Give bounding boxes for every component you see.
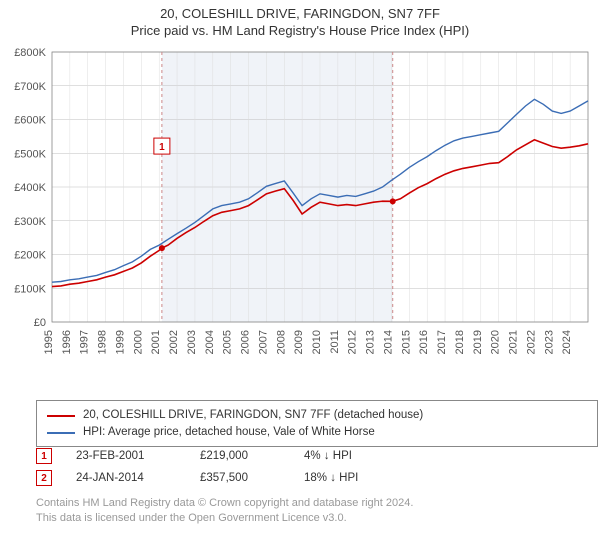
ytick-label: £500K bbox=[14, 148, 46, 160]
xtick-label: 2013 bbox=[365, 330, 377, 354]
ytick-label: £600K bbox=[14, 115, 46, 127]
legend-item-property: 20, COLESHILL DRIVE, FARINGDON, SN7 7FF … bbox=[47, 407, 587, 424]
sale-marker-2: 2 bbox=[36, 470, 52, 486]
xtick-label: 1999 bbox=[114, 330, 126, 354]
xtick-label: 2006 bbox=[240, 330, 252, 354]
legend-label-hpi: HPI: Average price, detached house, Vale… bbox=[83, 424, 375, 441]
xtick-label: 1998 bbox=[97, 330, 109, 354]
sale-date-1: 23-FEB-2001 bbox=[76, 450, 176, 462]
xtick-label: 2018 bbox=[454, 330, 466, 354]
xtick-label: 2024 bbox=[561, 330, 573, 354]
xtick-label: 2003 bbox=[186, 330, 198, 354]
ytick-label: £0 bbox=[34, 317, 46, 329]
ytick-label: £800K bbox=[14, 47, 46, 59]
title-line1: 20, COLESHILL DRIVE, FARINGDON, SN7 7FF bbox=[0, 6, 600, 21]
xtick-label: 2004 bbox=[204, 330, 216, 354]
sale-row-1: 1 23-FEB-2001 £219,000 4% ↓ HPI bbox=[36, 448, 576, 464]
legend-swatch-hpi bbox=[47, 432, 75, 434]
xtick-label: 2017 bbox=[436, 330, 448, 354]
title-block: 20, COLESHILL DRIVE, FARINGDON, SN7 7FF … bbox=[0, 0, 600, 38]
xtick-label: 2023 bbox=[543, 330, 555, 354]
sale-box-label-1: 1 bbox=[159, 142, 165, 153]
sale-marker-1: 1 bbox=[36, 448, 52, 464]
xtick-label: 2002 bbox=[168, 330, 180, 354]
legend: 20, COLESHILL DRIVE, FARINGDON, SN7 7FF … bbox=[36, 400, 598, 447]
xtick-label: 1997 bbox=[79, 330, 91, 354]
xtick-label: 2014 bbox=[382, 330, 394, 354]
xtick-label: 1995 bbox=[43, 330, 55, 354]
sale-price-2: £357,500 bbox=[200, 472, 280, 484]
ytick-label: £100K bbox=[14, 283, 46, 295]
xtick-label: 2000 bbox=[132, 330, 144, 354]
ytick-label: £700K bbox=[14, 81, 46, 93]
attribution-line2: This data is licensed under the Open Gov… bbox=[36, 511, 576, 526]
title-line2: Price paid vs. HM Land Registry's House … bbox=[0, 23, 600, 38]
xtick-label: 2020 bbox=[490, 330, 502, 354]
ytick-label: £400K bbox=[14, 182, 46, 194]
xtick-label: 2001 bbox=[150, 330, 162, 354]
xtick-label: 2012 bbox=[347, 330, 359, 354]
xtick-label: 2009 bbox=[293, 330, 305, 354]
xtick-label: 2019 bbox=[472, 330, 484, 354]
sale-dot-2 bbox=[390, 198, 396, 204]
legend-swatch-property bbox=[47, 415, 75, 417]
ytick-label: £200K bbox=[14, 250, 46, 262]
xtick-label: 2007 bbox=[257, 330, 269, 354]
legend-item-hpi: HPI: Average price, detached house, Vale… bbox=[47, 424, 587, 441]
xtick-label: 2010 bbox=[311, 330, 323, 354]
xtick-label: 2016 bbox=[418, 330, 430, 354]
sale-row-2: 2 24-JAN-2014 £357,500 18% ↓ HPI bbox=[36, 470, 576, 486]
xtick-label: 2011 bbox=[329, 330, 341, 354]
attribution-line1: Contains HM Land Registry data © Crown c… bbox=[36, 496, 576, 511]
chart-container: 20, COLESHILL DRIVE, FARINGDON, SN7 7FF … bbox=[0, 0, 600, 560]
xtick-label: 1996 bbox=[61, 330, 73, 354]
sale-date-2: 24-JAN-2014 bbox=[76, 472, 176, 484]
xtick-label: 2008 bbox=[275, 330, 287, 354]
xtick-label: 2022 bbox=[525, 330, 537, 354]
sale-price-1: £219,000 bbox=[200, 450, 280, 462]
legend-label-property: 20, COLESHILL DRIVE, FARINGDON, SN7 7FF … bbox=[83, 407, 423, 424]
xtick-label: 2015 bbox=[400, 330, 412, 354]
ytick-label: £300K bbox=[14, 216, 46, 228]
xtick-label: 2021 bbox=[508, 330, 520, 354]
sale-diff-1: 4% ↓ HPI bbox=[304, 450, 384, 462]
sale-dot-1 bbox=[159, 245, 165, 251]
attribution: Contains HM Land Registry data © Crown c… bbox=[36, 496, 576, 526]
price-chart: £0 £100K £200K £300K £400K £500K £600K £700K £80… bbox=[0, 44, 600, 384]
xtick-label: 2005 bbox=[222, 330, 234, 354]
sale-diff-2: 18% ↓ HPI bbox=[304, 472, 384, 484]
